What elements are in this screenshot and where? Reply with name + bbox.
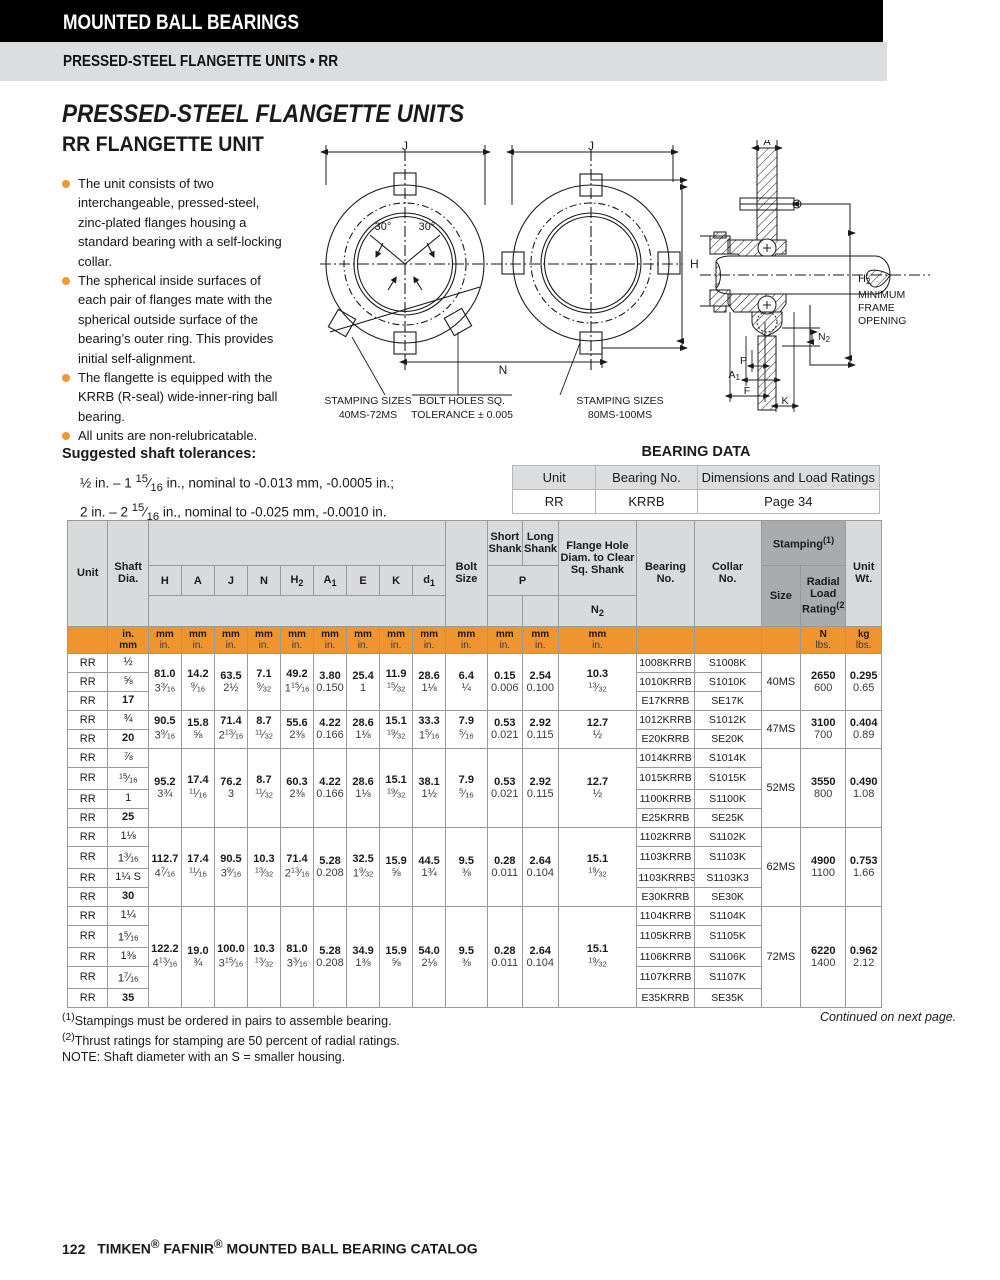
svg-text:STAMPING SIZES: STAMPING SIZES: [324, 395, 411, 407]
svg-text:H: H: [690, 257, 699, 271]
svg-text:30°: 30°: [419, 221, 436, 233]
svg-text:N: N: [499, 363, 508, 377]
svg-text:F: F: [744, 385, 750, 397]
svg-text:P: P: [740, 355, 747, 367]
svg-text:MINIMUM: MINIMUM: [858, 289, 905, 301]
svg-text:J: J: [588, 140, 594, 153]
svg-text:STAMPING SIZES: STAMPING SIZES: [576, 395, 663, 407]
svg-text:TOLERANCE ± 0.005: TOLERANCE ± 0.005: [411, 409, 513, 421]
svg-text:K: K: [781, 395, 788, 407]
svg-text:30°: 30°: [375, 221, 392, 233]
svg-text:OPENING: OPENING: [858, 315, 906, 327]
svg-text:80MS-100MS: 80MS-100MS: [588, 409, 652, 421]
svg-text:40MS-72MS: 40MS-72MS: [339, 409, 397, 421]
svg-text:N2: N2: [818, 331, 831, 344]
svg-text:A1: A1: [729, 369, 741, 382]
svg-text:BOLT HOLES SQ.: BOLT HOLES SQ.: [419, 395, 505, 407]
svg-text:A: A: [763, 140, 771, 148]
svg-text:J: J: [402, 140, 408, 153]
svg-text:FRAME: FRAME: [858, 302, 895, 314]
